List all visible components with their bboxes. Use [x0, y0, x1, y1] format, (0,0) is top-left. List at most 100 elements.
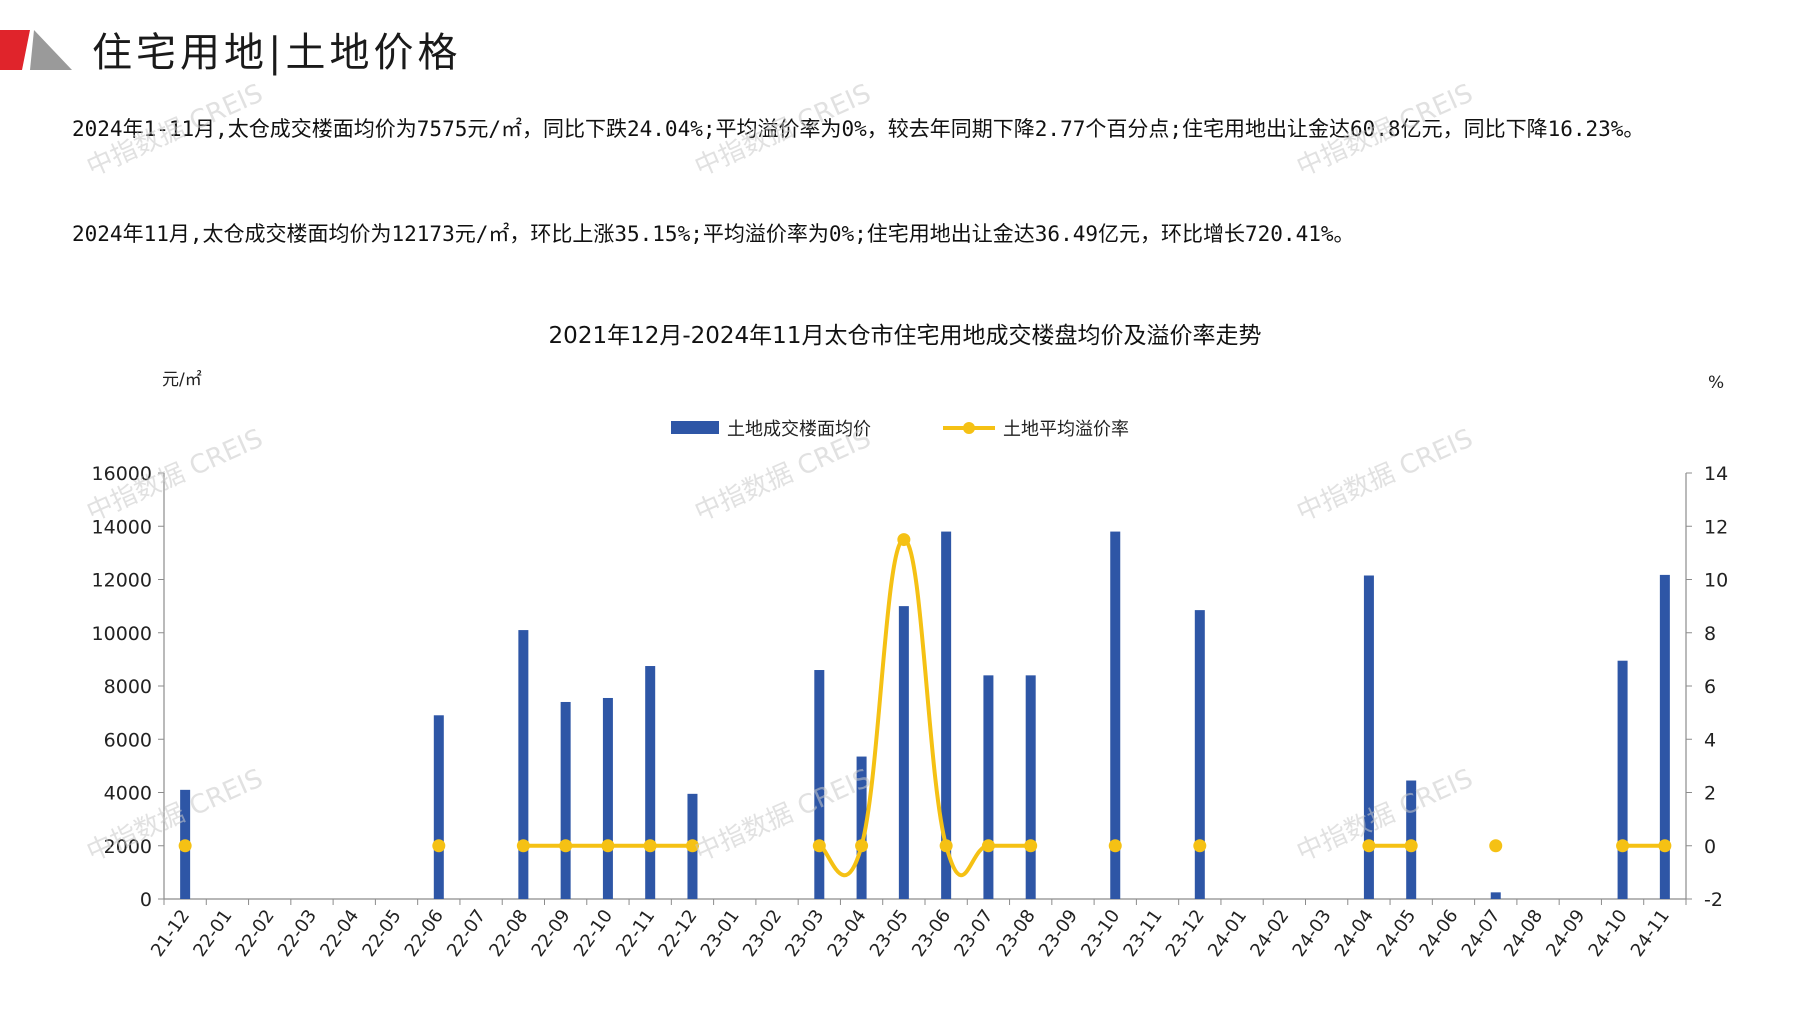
price-bar: [1617, 660, 1628, 899]
price-bar: [1025, 675, 1036, 899]
x-tick-label: 22-03: [274, 906, 321, 961]
x-tick-label: 22-01: [189, 906, 236, 961]
left-tick-label: 4000: [104, 783, 152, 805]
price-bar: [1490, 892, 1501, 899]
premium-point: [516, 839, 530, 853]
x-tick-label: 23-09: [1035, 906, 1082, 961]
x-tick-label: 23-06: [908, 906, 955, 961]
x-tick-label: 24-02: [1246, 906, 1293, 961]
x-tick-label: 21-12: [147, 906, 194, 961]
x-tick-label: 23-12: [1162, 906, 1209, 961]
x-tick-label: 24-10: [1584, 906, 1631, 961]
premium-point: [432, 839, 446, 853]
price-bar: [983, 675, 994, 899]
right-tick-label: 14: [1704, 463, 1728, 485]
premium-point: [897, 533, 911, 547]
chart-axes: 0 2000 4000 6000 8000 10000 12000 14000 16000 -2 0…: [92, 463, 1729, 911]
premium-point: [1362, 839, 1376, 853]
left-tick-label: 6000: [104, 729, 152, 751]
x-tick-label: 22-09: [528, 906, 575, 961]
price-bar: [1194, 610, 1205, 899]
x-tick-label: 23-05: [866, 906, 913, 961]
bar-series: [180, 531, 1670, 899]
logo-red-shape: [0, 30, 30, 70]
x-tick-label: 22-06: [401, 906, 448, 961]
right-tick-label: 12: [1704, 516, 1728, 538]
price-bar: [560, 701, 571, 899]
left-tick-label: 0: [140, 889, 152, 911]
premium-point: [1404, 839, 1418, 853]
x-axis-labels: 21-1222-0122-0222-0322-0422-0522-0622-07…: [147, 906, 1674, 961]
left-tick-label: 8000: [104, 676, 152, 698]
premium-point: [178, 839, 192, 853]
legend-bar-label: 土地成交楼面均价: [727, 419, 871, 440]
page-title: 住宅用地|土地价格: [92, 30, 462, 76]
x-tick-label: 22-04: [316, 906, 363, 961]
right-tick-label: 2: [1704, 783, 1716, 805]
legend-bar-swatch: [671, 421, 719, 434]
x-tick-label: 23-01: [697, 906, 744, 961]
chart-title: 2021年12月-2024年11月太仓市住宅用地成交楼盘均价及溢价率走势: [549, 323, 1262, 349]
x-tick-label: 23-03: [781, 906, 828, 961]
summary-paragraph-ytd: 2024年1-11月,太仓成交楼面均价为7575元/㎡，同比下跌24.04%;平…: [72, 117, 1645, 141]
price-bar: [814, 670, 825, 899]
x-tick-label: 23-11: [1119, 906, 1166, 961]
x-tick-label: 23-02: [739, 906, 786, 961]
x-tick-label: 24-08: [1500, 906, 1547, 961]
premium-point: [855, 839, 869, 853]
x-tick-label: 24-03: [1289, 906, 1336, 961]
premium-point: [1616, 839, 1630, 853]
right-tick-label: -2: [1704, 889, 1723, 911]
x-tick-label: 24-05: [1373, 906, 1420, 961]
premium-line-segment: [818, 537, 1031, 878]
premium-point: [1193, 839, 1207, 853]
premium-point: [1658, 839, 1672, 853]
premium-point: [981, 839, 995, 853]
premium-point: [1024, 839, 1038, 853]
x-tick-label: 23-07: [950, 906, 997, 961]
right-axis-unit: %: [1708, 373, 1724, 393]
chart-legend: 土地成交楼面均价 土地平均溢价率: [671, 419, 1129, 440]
x-tick-label: 22-05: [358, 906, 405, 961]
x-tick-label: 22-12: [654, 906, 701, 961]
premium-point: [685, 839, 699, 853]
price-bar: [602, 697, 613, 899]
x-tick-label: 24-06: [1415, 906, 1462, 961]
x-tick-label: 24-09: [1542, 906, 1589, 961]
x-tick-label: 23-04: [823, 906, 870, 961]
x-tick-label: 22-02: [232, 906, 279, 961]
line-series: [178, 533, 1672, 878]
brand-logo: [0, 30, 72, 70]
price-bar: [856, 756, 867, 899]
premium-point: [559, 839, 573, 853]
logo-gray-shape: [30, 30, 72, 70]
right-tick-label: 6: [1704, 676, 1716, 698]
premium-point: [1108, 839, 1122, 853]
price-bar: [1659, 574, 1670, 899]
x-tick-label: 24-07: [1458, 906, 1505, 961]
price-bar: [645, 666, 656, 899]
summary-paragraph-month: 2024年11月,太仓成交楼面均价为12173元/㎡，环比上涨35.15%;平均…: [72, 222, 1355, 246]
right-tick-label: 4: [1704, 729, 1716, 751]
price-bar: [518, 630, 529, 899]
x-tick-label: 22-08: [485, 906, 532, 961]
left-tick-label: 2000: [104, 836, 152, 858]
x-tick-label: 23-10: [1077, 906, 1124, 961]
price-bar: [1110, 531, 1121, 899]
legend-line-marker: [963, 422, 975, 434]
legend-line-label: 土地平均溢价率: [1003, 419, 1129, 440]
x-tick-label: 24-04: [1331, 906, 1378, 961]
x-tick-label: 23-08: [993, 906, 1040, 961]
price-bar: [1363, 575, 1374, 899]
price-bar: [898, 606, 909, 899]
left-tick-label: 12000: [92, 570, 152, 592]
x-tick-label: 22-11: [612, 906, 659, 961]
left-tick-label: 10000: [92, 623, 152, 645]
left-axis-unit: 元/㎡: [162, 370, 202, 390]
x-tick-label: 24-01: [1204, 906, 1251, 961]
right-tick-label: 8: [1704, 623, 1716, 645]
x-tick-label: 22-07: [443, 906, 490, 961]
right-tick-label: 10: [1704, 570, 1728, 592]
x-tick-label: 24-11: [1627, 906, 1674, 961]
